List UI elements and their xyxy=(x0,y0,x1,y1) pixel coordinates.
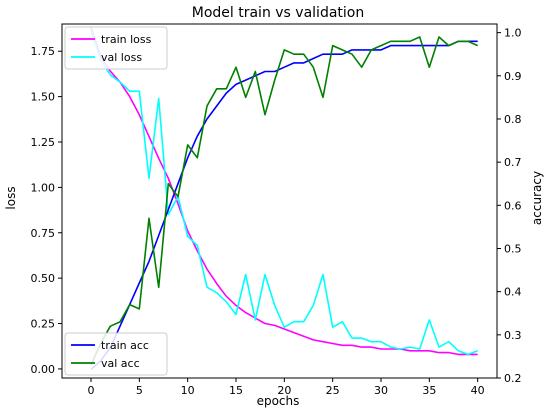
y-left-tick-label: 0.50 xyxy=(31,272,56,285)
y-left-tick-label: 0.00 xyxy=(31,363,56,376)
legend-accuracy: train acc val acc xyxy=(64,332,168,376)
legend-entry: val acc xyxy=(101,357,140,370)
y-right-tick-label: 0.6 xyxy=(504,199,522,212)
chart-title: Model train vs validation xyxy=(192,5,364,21)
legend-loss: train loss val loss xyxy=(64,26,168,70)
series-line-train-acc xyxy=(90,40,478,370)
y-right-tick-label: 0.4 xyxy=(504,286,522,299)
y-left-tick-label: 0.25 xyxy=(31,318,56,331)
y-right-tick-label: 0.8 xyxy=(504,113,522,126)
series-lines xyxy=(90,27,479,370)
x-tick-label: 10 xyxy=(181,384,195,397)
legend-entry: train acc xyxy=(101,339,149,352)
series-line-val-acc xyxy=(90,36,479,366)
series-line-train-loss xyxy=(90,27,478,356)
y-right-tick-label: 0.9 xyxy=(504,70,522,83)
y-axis-left-label: loss xyxy=(4,186,18,209)
x-tick-label: 35 xyxy=(422,384,436,397)
x-tick-label: 5 xyxy=(136,384,143,397)
x-axis-label: epochs xyxy=(257,394,300,408)
y-right-tick-label: 0.5 xyxy=(504,242,522,255)
x-tick-label: 30 xyxy=(374,384,388,397)
y-axis-right-label: accuracy xyxy=(530,171,544,225)
y-right-tick-label: 0.7 xyxy=(504,156,522,169)
y-right-tick-label: 0.2 xyxy=(504,372,522,385)
legend-box xyxy=(64,26,168,70)
x-tick-label: 25 xyxy=(326,384,340,397)
y-axis-left: 0.00 0.25 0.50 0.75 1.00 1.25 1.50 1.75 xyxy=(31,45,62,376)
y-left-tick-label: 1.50 xyxy=(31,91,56,104)
x-axis: 0 5 10 15 20 25 30 35 40 xyxy=(88,378,485,397)
y-left-tick-label: 1.75 xyxy=(31,45,56,58)
y-axis-right: 0.2 0.3 0.4 0.5 0.6 0.7 0.8 0.9 1.0 xyxy=(497,27,522,385)
legend-entry: train loss xyxy=(101,33,152,46)
series-line-val-loss xyxy=(90,31,478,356)
plot-frame xyxy=(61,23,498,379)
x-tick-label: 15 xyxy=(229,384,243,397)
y-left-tick-label: 0.75 xyxy=(31,227,56,240)
y-right-tick-label: 1.0 xyxy=(504,27,522,40)
x-tick-label: 20 xyxy=(277,384,291,397)
x-tick-label: 0 xyxy=(88,384,95,397)
x-tick-label: 40 xyxy=(471,384,485,397)
y-left-tick-label: 1.00 xyxy=(31,181,56,194)
legend-entry: val loss xyxy=(101,51,142,64)
y-left-tick-label: 1.25 xyxy=(31,136,56,149)
legend-box xyxy=(64,332,168,376)
y-right-tick-label: 0.3 xyxy=(504,329,522,342)
